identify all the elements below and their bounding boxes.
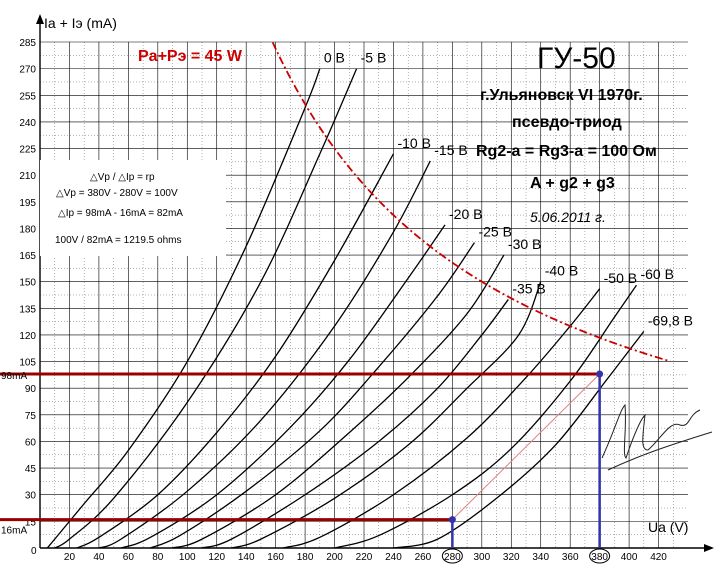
y-tick-label: 240 [19, 118, 36, 129]
curve-label: -10 В [397, 135, 430, 151]
y-tick-label: 45 [25, 464, 37, 475]
marker-x-label: 280 [444, 552, 461, 563]
plate-curve [282, 288, 601, 549]
x-tick-label: 120 [208, 552, 225, 563]
y-tick-label: 120 [19, 331, 36, 342]
calc-box: △Vp / △Ip = rp △Vp = 380V - 280V = 100V … [40, 160, 226, 256]
y-tick-label: 30 [25, 491, 37, 502]
marker-x-circle [441, 548, 463, 564]
marker-y-label: 98mA [1, 371, 27, 382]
plate-curve [334, 284, 637, 549]
y-tick-label: 150 [19, 278, 36, 289]
y-tick-label: 210 [19, 171, 36, 182]
curve-label: -60 В [640, 266, 673, 282]
y-tick-label: 270 [19, 65, 36, 76]
date-label: 5.06.2011 г. [530, 209, 606, 225]
y-tick-label: 15 [25, 517, 37, 528]
curve-labels: 0 В -5 В -10 В -15 В -20 В -25 В-30 В -35 В-40… [324, 50, 693, 329]
power-limit-curve [271, 41, 671, 363]
y-tick-label: 90 [25, 384, 37, 395]
y-tick-label: 285 [19, 38, 36, 49]
x-tick-label: 40 [93, 552, 105, 563]
y-tick-label: 165 [19, 251, 36, 262]
x-tick-label: 260 [415, 552, 432, 563]
x-tick-label: 300 [473, 552, 490, 563]
curve-label: -25 В [478, 224, 511, 240]
origin-label: 0 [31, 546, 37, 557]
calc-line-2: △Vp = 380V - 280V = 100V [56, 188, 178, 199]
curve-label: -69,8 В [648, 312, 693, 328]
factory-line: г.Ульяновск VI 1970г. [480, 87, 643, 104]
x-tick-label: 180 [297, 552, 314, 563]
plate-curve [150, 242, 475, 549]
x-tick-label: 240 [385, 552, 402, 563]
connection-line: A + g2 + g3 [530, 175, 615, 192]
x-axis-label: Ua (V) [648, 519, 688, 535]
x-axis-arrow [704, 544, 714, 552]
x-tick-label: 220 [356, 552, 373, 563]
plate-curve [76, 153, 395, 549]
x-tick-label: 80 [152, 552, 164, 563]
plate-curve [172, 254, 505, 549]
marker-point [596, 370, 604, 378]
curve-label: 0 В [324, 50, 345, 66]
x-tick-label: 420 [650, 552, 667, 563]
y-tick-label: 255 [19, 91, 36, 102]
x-tick-label: 20 [64, 552, 76, 563]
plate-curve [393, 331, 645, 549]
marker-x-circle [589, 548, 611, 564]
x-tick-label: 140 [238, 552, 255, 563]
calc-line-4: 100V / 82mA = 1219.5 ohms [55, 235, 181, 246]
x-tick-label: 360 [562, 552, 579, 563]
marker-y-label: 16mA [1, 526, 27, 537]
x-tick-label: 200 [326, 552, 343, 563]
tube-title: ГУ-50 [537, 42, 616, 75]
marker-point [448, 516, 456, 524]
plate-curve [98, 160, 431, 549]
calc-line-1: △Vp / △Ip = rp [90, 172, 155, 183]
marker-lines: 98mA 380 16mA 280 [0, 370, 611, 564]
curve-label: -35 В [512, 280, 545, 296]
plate-curve [120, 224, 446, 549]
power-limit-line [271, 41, 671, 363]
plate-curve [231, 281, 542, 549]
x-tick-label: 160 [267, 552, 284, 563]
mode-line: псевдо-триод [512, 114, 622, 131]
y-tick-label: 60 [25, 437, 37, 448]
curve-label: -50 В [604, 270, 637, 286]
signature-scribble [601, 403, 713, 471]
curve-label: -30 В [508, 236, 541, 252]
curve-label: -40 В [545, 263, 578, 279]
y-axis-arrow [36, 14, 44, 24]
resistor-line: Rg2-a = Rg3-a = 100 Ом [476, 143, 657, 160]
x-tick-label: 400 [621, 552, 638, 563]
marker-x-label: 380 [591, 552, 608, 563]
power-limit-label: Pa+Pэ = 45 W [138, 48, 243, 65]
x-tick-label: 320 [503, 552, 520, 563]
calc-line-3: △Ip = 98mA - 16mA = 82mA [58, 208, 183, 219]
y-tick-label: 75 [25, 411, 37, 422]
y-tick-labels: 15 30 45 60 75 90 105 120 135 150 165 180 195 210 225 2… [19, 38, 36, 528]
y-axis-label: Ia + Iэ (mA) [44, 15, 117, 31]
y-tick-label: 105 [19, 358, 36, 369]
y-tick-label: 135 [19, 304, 36, 315]
curve-label: -20 В [449, 206, 482, 222]
plate-curve [54, 68, 358, 549]
y-tick-label: 225 [19, 145, 36, 156]
x-tick-label: 60 [123, 552, 135, 563]
y-tick-label: 195 [19, 198, 36, 209]
x-tick-label: 340 [532, 552, 549, 563]
curve-label: -15 В [434, 142, 467, 158]
x-tick-label: 100 [179, 552, 196, 563]
plate-curve [201, 299, 509, 549]
x-tick-labels: 20 40 60 80 100 120 140 160 180 200 220 240 260 280 30… [64, 552, 667, 563]
y-tick-label: 180 [19, 224, 36, 235]
curve-label: -5 В [361, 50, 387, 66]
load-line [452, 373, 600, 520]
